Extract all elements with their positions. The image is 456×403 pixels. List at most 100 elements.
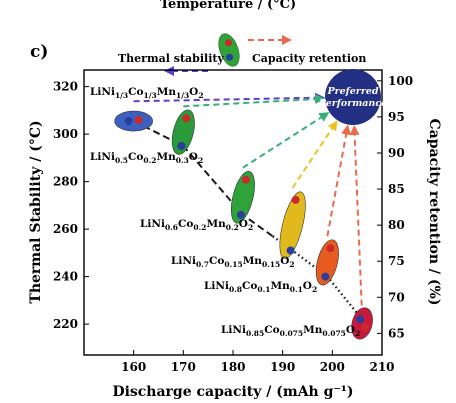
label-text: Mn xyxy=(206,218,226,230)
y-tick-label: 220 xyxy=(53,317,78,331)
legend: Thermal stability Capacity retention xyxy=(118,33,366,76)
label-text: LiNi xyxy=(221,324,246,336)
capacity-point xyxy=(361,323,370,332)
capsule-5 xyxy=(351,307,373,340)
thermal-point xyxy=(286,246,295,255)
legend-capsule xyxy=(218,33,240,67)
trend-curve-dashed xyxy=(133,120,274,238)
label-subscript: 0.6 xyxy=(165,223,178,232)
y2-tick-label: 65 xyxy=(388,326,405,340)
material-label: LiNi0.8Co0.1Mn0.1O2 xyxy=(204,280,317,294)
label-text: Co xyxy=(128,86,143,98)
y-tick-label: 320 xyxy=(53,80,78,94)
header-label: Temperature / (°C) xyxy=(160,0,296,12)
thermal-point xyxy=(236,210,245,219)
label-text: LiNi xyxy=(90,151,115,163)
label-subscript: 0.15 xyxy=(224,260,242,269)
arrow-3 xyxy=(291,120,338,189)
y2-tick-label: 95 xyxy=(388,110,405,124)
label-subscript: 2 xyxy=(198,91,203,100)
performance-arrows xyxy=(133,92,364,316)
capacity-point xyxy=(241,175,250,184)
label-text: LiNi xyxy=(90,86,115,98)
capsule-0 xyxy=(114,110,153,132)
trend-curve xyxy=(133,120,364,321)
label-text: O xyxy=(280,255,289,267)
label-text: Co xyxy=(128,151,143,163)
y-tick-label: 280 xyxy=(53,175,78,189)
material-label: LiNi0.5Co0.2Mn0.3O2 xyxy=(90,151,203,165)
panel-label: c) xyxy=(30,42,48,62)
legend-capacity-dot xyxy=(224,39,232,47)
label-subscript: 0.2 xyxy=(226,223,239,232)
y2-tick-label: 75 xyxy=(388,254,405,268)
y2-tick-label: 85 xyxy=(388,182,405,196)
material-label: LiNi0.7Co0.15Mn0.15O2 xyxy=(171,255,295,269)
label-text: O xyxy=(189,86,198,98)
arrow-1 xyxy=(183,94,326,108)
label-text: Co xyxy=(209,255,224,267)
label-subscript: 0.5 xyxy=(115,156,128,165)
material-label: LiNi1/3Co1/3Mn1/3O2 xyxy=(90,86,204,100)
label-subscript: 0.1 xyxy=(290,285,303,294)
y-axis-label: Thermal Stability / (°C) xyxy=(28,120,44,303)
legend-thermal-label: Thermal stability xyxy=(118,52,224,65)
preferred-line2: Performance xyxy=(318,98,387,109)
label-subscript: 0.1 xyxy=(257,285,270,294)
material-points xyxy=(114,109,373,340)
axis-ticks: 160 170 180 190 200 2102202402602803003206570… xyxy=(53,74,413,374)
x-axis-label: Discharge capacity / (mAh g⁻¹) xyxy=(112,384,353,400)
label-subscript: 0.3 xyxy=(176,156,189,165)
label-subscript: 1/3 xyxy=(176,91,189,100)
capsule-body xyxy=(230,171,255,224)
capacity-point xyxy=(182,114,191,123)
label-subscript: 2 xyxy=(248,223,253,232)
label-text: LiNi xyxy=(140,218,165,230)
label-text: Co xyxy=(242,280,257,292)
label-subscript: 0.7 xyxy=(196,260,209,269)
label-subscript: 2 xyxy=(289,260,294,269)
label-text: Co xyxy=(264,324,279,336)
trend-curve-dotted xyxy=(272,235,364,321)
legend-capacity-label: Capacity retention xyxy=(252,52,366,65)
capacity-point xyxy=(134,116,143,125)
label-text: LiNi xyxy=(204,280,229,292)
label-text: Mn xyxy=(156,151,176,163)
capsule-2 xyxy=(230,171,255,224)
x-tick-label: 190 xyxy=(270,360,295,374)
label-text: Mn xyxy=(303,324,323,336)
y2-tick-label: 90 xyxy=(388,146,405,160)
label-text: O xyxy=(346,324,355,336)
label-subscript: 0.85 xyxy=(246,329,264,338)
label-subscript: 2 xyxy=(355,329,360,338)
label-subscript: 0.075 xyxy=(280,329,304,338)
x-tick-label: 180 xyxy=(220,360,245,374)
label-subscript: 1/3 xyxy=(144,91,157,100)
arrow-0 xyxy=(133,92,326,103)
capsule-body xyxy=(351,307,373,340)
label-text: Mn xyxy=(270,280,290,292)
label-text: O xyxy=(303,280,312,292)
label-text: Co xyxy=(178,218,193,230)
arrow-4 xyxy=(326,124,352,237)
y-tick-label: 240 xyxy=(53,270,78,284)
x-tick-label: 210 xyxy=(369,360,394,374)
label-subscript: 2 xyxy=(312,285,317,294)
label-text: Mn xyxy=(243,255,263,267)
arrow-2 xyxy=(242,112,330,169)
capsule-1 xyxy=(171,109,195,155)
label-text: LiNi xyxy=(171,255,196,267)
thermal-point xyxy=(356,315,365,324)
y2-tick-label: 70 xyxy=(388,290,405,304)
material-labels: LiNi1/3Co1/3Mn1/3O2LiNi0.5Co0.2Mn0.3O2Li… xyxy=(90,86,360,338)
label-subscript: 0.2 xyxy=(143,156,156,165)
y-tick-label: 260 xyxy=(53,222,78,236)
label-subscript: 0.15 xyxy=(262,260,280,269)
capsule-4 xyxy=(315,239,339,286)
thermal-point xyxy=(177,142,186,150)
capacity-point xyxy=(326,244,335,253)
thermal-point xyxy=(124,117,133,126)
x-tick-label: 200 xyxy=(320,360,345,374)
x-tick-label: 170 xyxy=(171,360,196,374)
